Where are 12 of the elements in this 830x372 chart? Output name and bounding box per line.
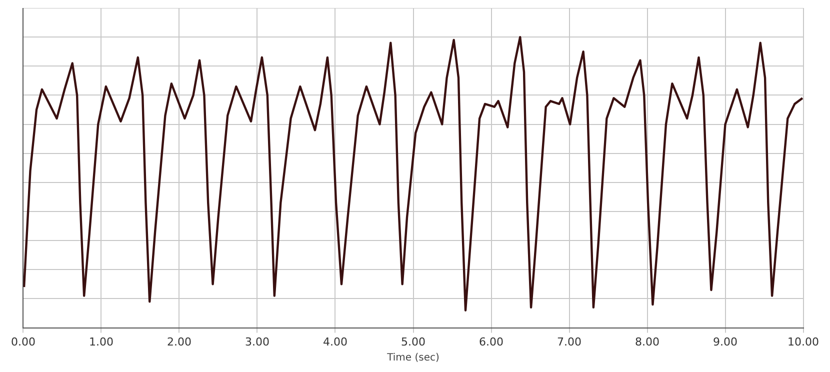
x-tick-label: 1.00 xyxy=(88,335,114,348)
x-tick-label: 8.00 xyxy=(635,335,660,348)
x-tick-label: 5.00 xyxy=(401,335,426,348)
x-tick-label: 6.00 xyxy=(479,335,504,348)
x-tick-label: 0.00 xyxy=(10,335,36,348)
x-tick-label: 7.00 xyxy=(557,335,582,348)
x-axis-title: Time (sec) xyxy=(386,352,440,364)
x-tick-label: 2.00 xyxy=(167,335,192,348)
x-tick-label: 3.00 xyxy=(245,335,270,348)
x-tick-label: 9.00 xyxy=(713,335,738,348)
x-tick-label: 10.00 xyxy=(788,335,820,348)
x-tick-label: 4.00 xyxy=(323,335,348,348)
